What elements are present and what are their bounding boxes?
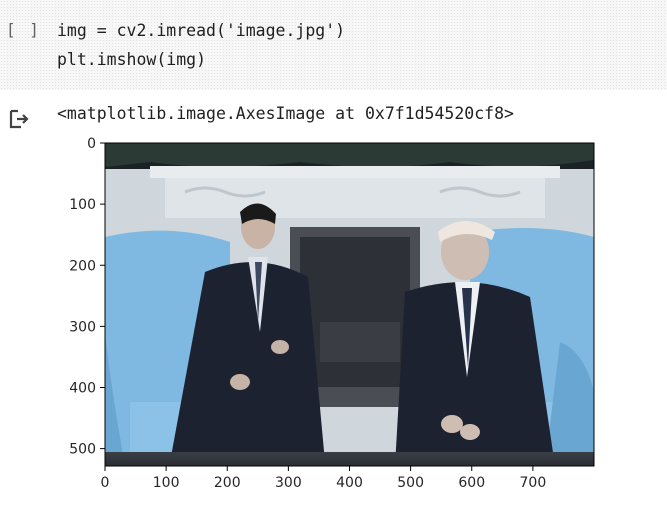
x-tick-label: 500 xyxy=(397,475,424,491)
y-tick-label: 100 xyxy=(69,197,96,213)
x-tick-label: 600 xyxy=(458,475,485,491)
y-tick-label: 300 xyxy=(69,319,96,335)
x-tick-label: 400 xyxy=(336,475,363,491)
x-tick-label: 0 xyxy=(101,475,110,491)
x-tick-label: 700 xyxy=(520,475,547,491)
image-plot: 0 100 200 300 400 500 0 100 200 300 400 500 600 700 xyxy=(69,136,595,491)
x-tick-label: 300 xyxy=(275,475,302,491)
y-tick-label: 200 xyxy=(69,258,96,274)
code-line-2[interactable]: plt.imshow(img) xyxy=(57,50,207,69)
x-tick-label: 100 xyxy=(153,475,180,491)
code-line-1[interactable]: img = cv2.imread('image.jpg') xyxy=(57,21,346,40)
y-tick-label: 500 xyxy=(69,442,96,458)
y-axis: 0 100 200 300 400 500 xyxy=(69,136,105,458)
photo xyxy=(105,143,594,466)
y-tick-label: 400 xyxy=(69,381,96,397)
code-cell[interactable]: [ ] img = cv2.imread('image.jpg') plt.im… xyxy=(0,0,667,90)
run-cell-button[interactable]: [ ] xyxy=(6,20,41,39)
x-axis: 0 100 200 300 400 500 600 700 xyxy=(101,466,547,491)
output-arrow-icon xyxy=(9,109,29,129)
output-text: <matplotlib.image.AxesImage at 0x7f1d545… xyxy=(57,104,514,123)
y-tick-label: 0 xyxy=(87,136,96,152)
x-tick-label: 200 xyxy=(214,475,241,491)
